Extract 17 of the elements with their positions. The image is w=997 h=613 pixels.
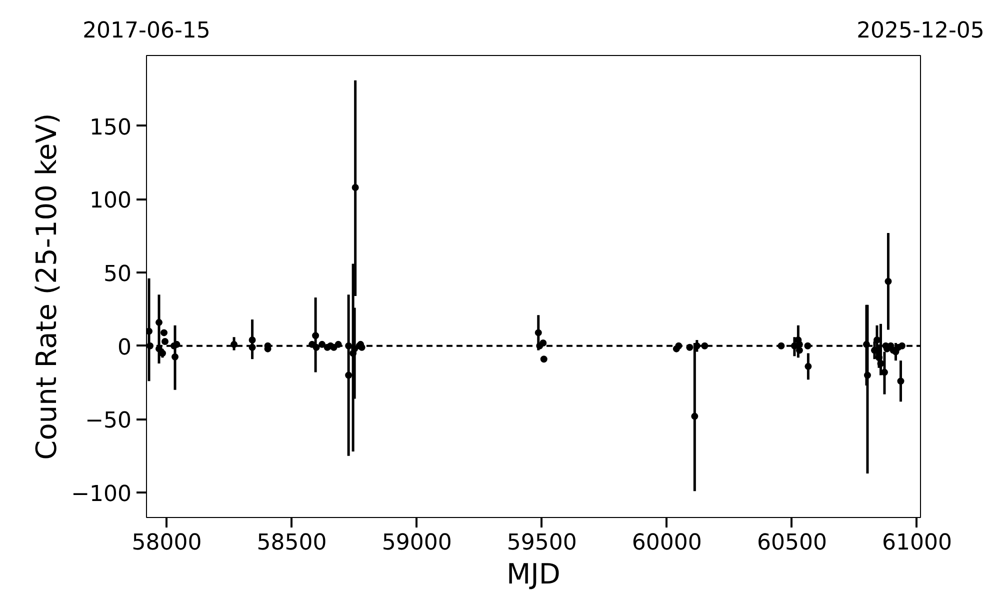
- y-tick-label: 0: [118, 335, 132, 360]
- x-tick-label: 59000: [382, 530, 452, 556]
- x-axis-title: MJD: [506, 558, 560, 590]
- x-tick-label: 58000: [132, 530, 202, 556]
- y-tick-label: 150: [90, 115, 132, 140]
- y-tick-label: 100: [90, 188, 132, 214]
- text: 2017-06-15: [82, 18, 210, 44]
- x-tick-label: 60000: [632, 530, 702, 556]
- y-tick-label: −50: [85, 408, 132, 434]
- y-axis-title: Count Rate (25-100 keV): [30, 113, 64, 460]
- x-tick-label: 58500: [256, 530, 327, 556]
- text: 2025-12-05: [856, 18, 984, 44]
- x-tick-label: 59500: [506, 530, 577, 556]
- y-tick-label: 50: [104, 262, 132, 288]
- x-tick-label: 60500: [756, 530, 827, 556]
- x-tick-label: 61000: [882, 530, 952, 556]
- y-tick-label: −100: [71, 482, 132, 508]
